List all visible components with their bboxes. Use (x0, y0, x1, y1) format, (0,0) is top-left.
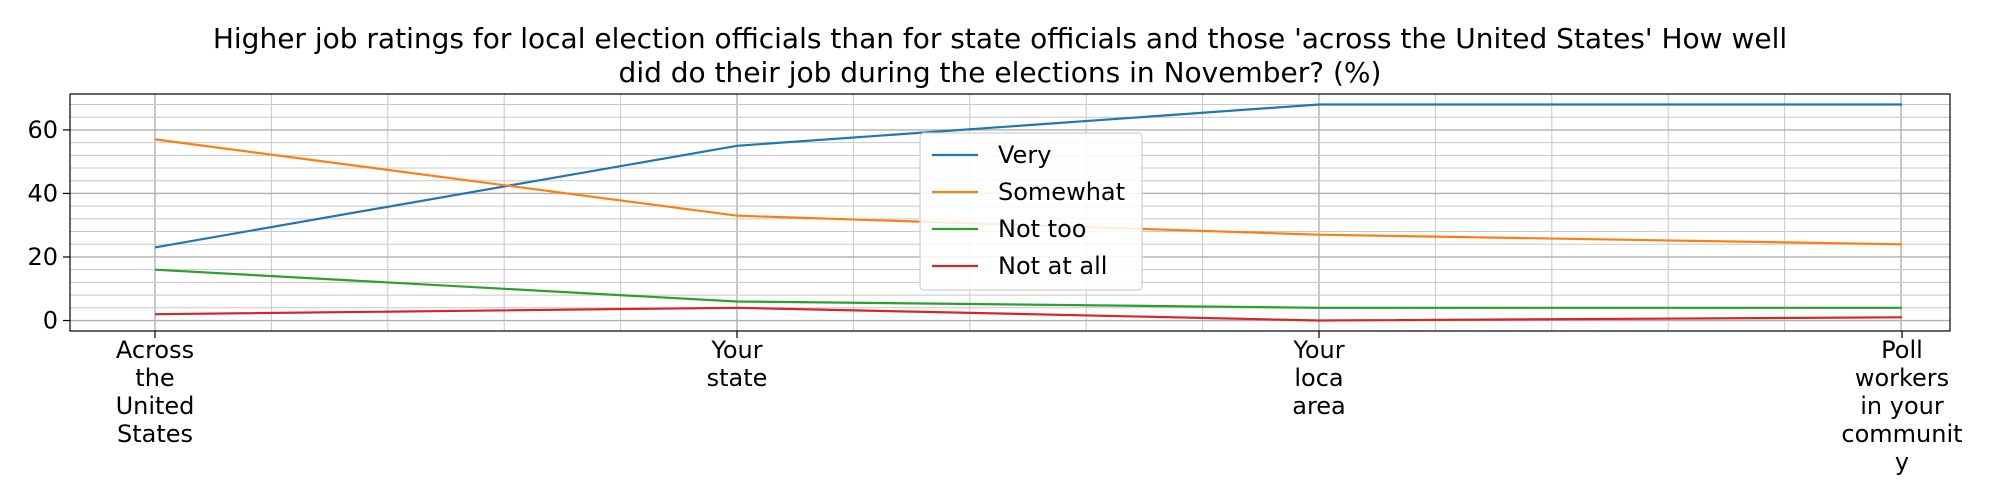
x-tick-label-line: y (1895, 448, 1909, 476)
x-tick-label-line: in your (1860, 392, 1944, 420)
x-tick-label: Your state (707, 336, 768, 392)
legend-box (919, 132, 1143, 291)
x-tick-label-line: the (135, 364, 174, 392)
x-tick-label-line: Across (116, 336, 194, 364)
x-tick-label-line: workers (1855, 364, 1949, 392)
series-line-very (154, 103, 1902, 249)
legend-label: Very (998, 141, 1051, 169)
plot-frame (69, 93, 1951, 332)
x-tick-label-line: area (1292, 392, 1346, 420)
x-tick-label-line: States (117, 420, 193, 448)
x-tick-label-line: state (707, 364, 768, 392)
y-tick-label: 40 (27, 179, 58, 207)
x-tick-label: Across the United States (116, 336, 195, 448)
x-tick-label-line: loca (1294, 364, 1343, 392)
x-tick-label-line: communit (1841, 420, 1962, 448)
x-tick-label: Poll workers in your communit y (1841, 336, 1962, 476)
chart-title: Higher job ratings for local election of… (213, 22, 1787, 89)
x-tick-label-line: Your (710, 336, 762, 364)
legend: Very Somewhat Not too Not at all (919, 132, 1143, 291)
x-tick-label-line: Your (1292, 336, 1344, 364)
axes (69, 93, 1951, 332)
x-tick-label-line: United (116, 392, 195, 420)
legend-label: Not at all (998, 252, 1107, 280)
legend-label: Not too (998, 215, 1086, 243)
x-tick-label: Your loca area (1292, 336, 1346, 420)
x-tick-label-line: Poll (1881, 336, 1923, 364)
y-axis-ticks: 0 20 40 60 (27, 116, 70, 335)
series-line-not-too (154, 268, 1902, 309)
y-tick-label: 20 (27, 243, 58, 271)
legend-label: Somewhat (998, 178, 1125, 206)
y-tick-label: 0 (43, 307, 58, 335)
chart-title-line-1: Higher job ratings for local election of… (213, 22, 1787, 55)
chart-title-line-2: did do their job during the elections in… (619, 56, 1382, 89)
series-line-not-at-all (154, 306, 1903, 322)
y-tick-label: 60 (27, 116, 58, 144)
